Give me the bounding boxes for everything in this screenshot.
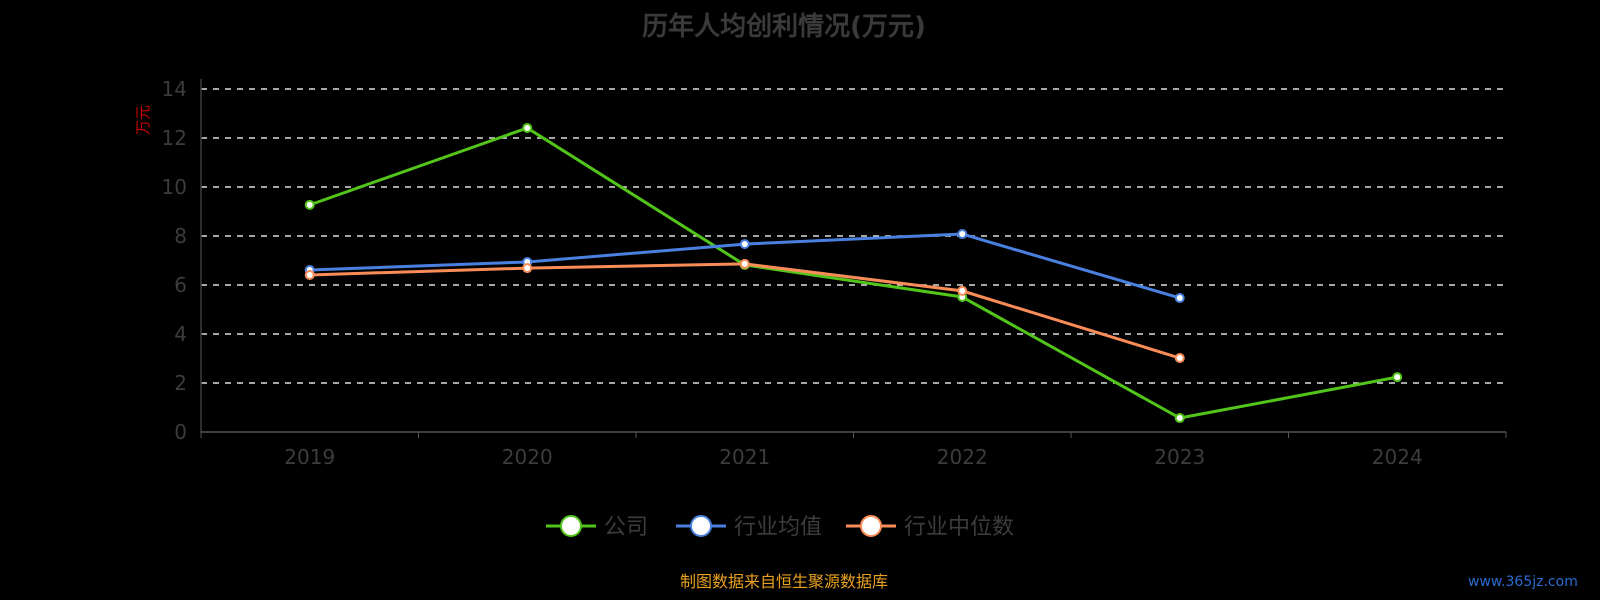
x-tick-label: 2021 [719, 445, 770, 469]
legend-label: 行业均值 [734, 515, 822, 540]
y-axis-title: 万元 [134, 105, 152, 135]
y-tick-label: 8 [174, 224, 187, 248]
data-point [522, 122, 533, 133]
chart-title: 历年人均创利情况(万元) [642, 12, 926, 42]
y-tick-label: 10 [162, 175, 187, 199]
data-point [1174, 413, 1185, 424]
x-tick-label: 2019 [284, 445, 335, 469]
y-tick-label: 14 [162, 77, 187, 101]
y-tick-label: 12 [162, 126, 187, 150]
data-point [304, 269, 315, 280]
y-tick-label: 2 [174, 371, 187, 395]
legend-marker [560, 515, 582, 537]
data-point [304, 199, 315, 210]
data-source-note: 制图数据来自恒生聚源数据库 [679, 572, 888, 591]
y-tick-label: 4 [174, 322, 187, 346]
x-tick-label: 2022 [937, 445, 988, 469]
data-point [1174, 292, 1185, 303]
legend-marker [860, 515, 882, 537]
legend-marker [690, 515, 712, 537]
data-point [739, 258, 750, 269]
data-point [957, 285, 968, 296]
data-point [739, 239, 750, 250]
data-point [1174, 353, 1185, 364]
data-point [522, 263, 533, 274]
data-point [957, 229, 968, 240]
y-tick-label: 0 [174, 420, 187, 444]
x-tick-label: 2020 [502, 445, 553, 469]
legend-label: 行业中位数 [904, 515, 1014, 540]
x-tick-label: 2023 [1154, 445, 1205, 469]
data-point [1392, 372, 1403, 383]
watermark: www.365jz.com [1468, 574, 1578, 590]
x-tick-label: 2024 [1372, 445, 1423, 469]
series-line [309, 126, 1398, 420]
legend-label: 公司 [604, 515, 648, 540]
y-tick-label: 6 [174, 273, 187, 297]
